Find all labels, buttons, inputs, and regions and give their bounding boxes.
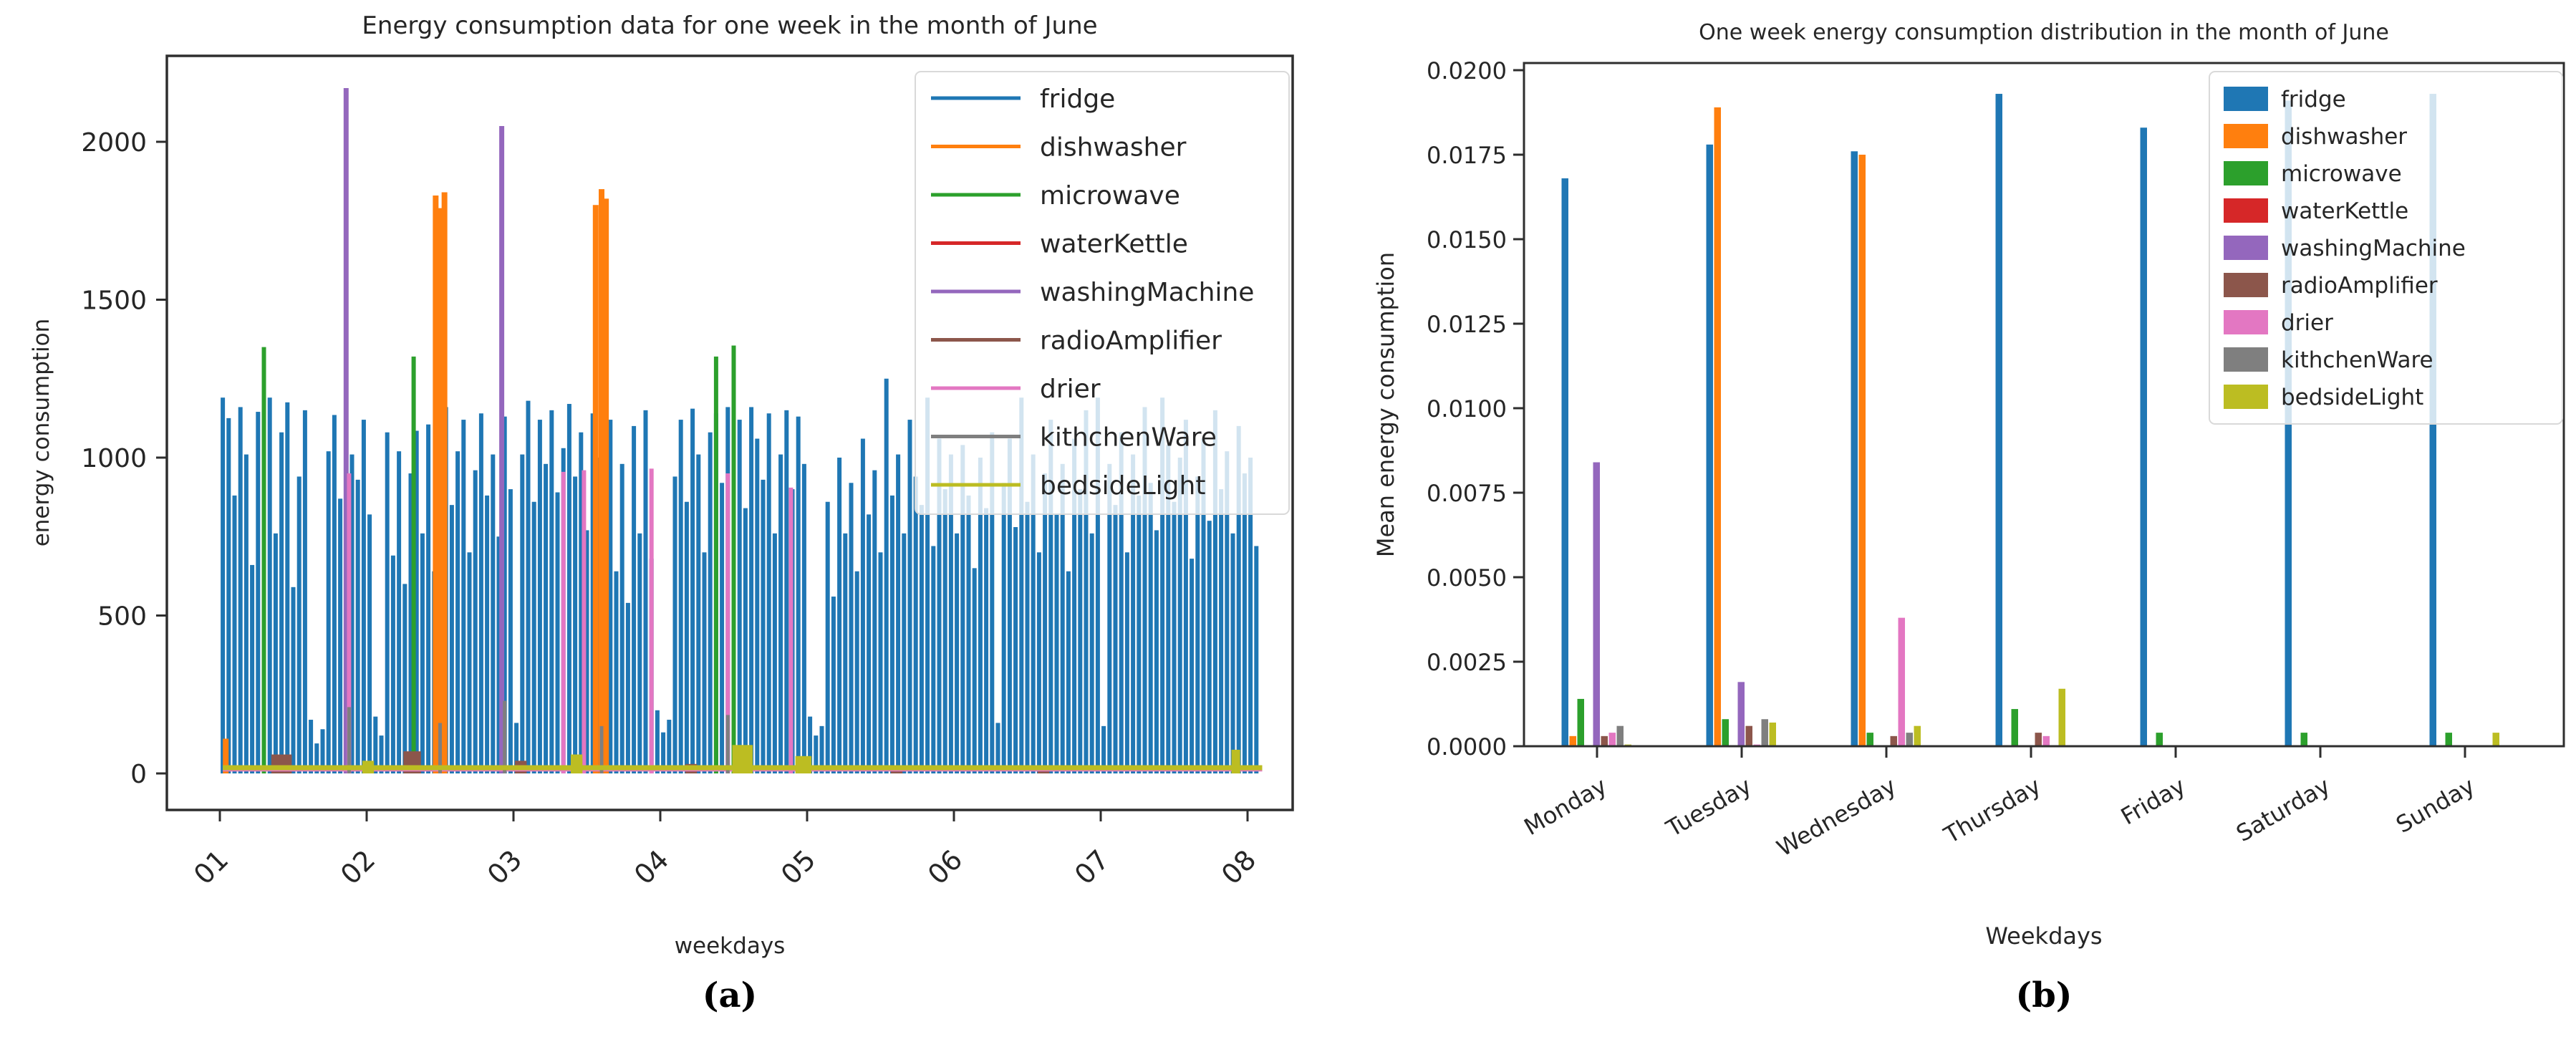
- legend-b-label: bedsideLight: [2281, 385, 2423, 410]
- x-tick-label-b: Wednesday: [1772, 772, 1901, 862]
- legend-b-color-patch: [2224, 124, 2268, 148]
- legend-b-color-patch: [2224, 273, 2268, 297]
- y-tick-label-b: 0.0075: [1427, 480, 1507, 507]
- caption-b: (b): [2015, 975, 2073, 1015]
- legend-a-label: fridge: [1040, 85, 1115, 114]
- right-chart-plot: 0.0000 0.0025 0.0050 0.0075 0.0100 0.0125 0.01…: [1427, 57, 2565, 862]
- y-tick-label-b: 0.0025: [1427, 649, 1507, 676]
- x-tick-label-b: Saturday: [2232, 772, 2335, 847]
- chart-b-xlabel: Weekdays: [1985, 922, 2103, 950]
- legend-b-label: radioAmplifier: [2281, 273, 2438, 299]
- legend-a-label: dishwasher: [1040, 133, 1187, 163]
- x-tick-label-a: 08: [1215, 844, 1262, 890]
- legend-b-color-patch: [2224, 310, 2268, 334]
- legend-b-color-patch: [2224, 347, 2268, 372]
- y-tick-label-b: 0.0200: [1427, 57, 1507, 85]
- y-tick-label-a: 1000: [81, 444, 147, 473]
- legend-b-label: kithchenWare: [2281, 347, 2433, 373]
- chart-a-xlabel: weekdays: [674, 933, 786, 959]
- x-tick-label-a: 03: [481, 844, 528, 890]
- legend-b-label: drier: [2281, 310, 2333, 336]
- caption-a: (a): [702, 975, 758, 1015]
- x-tick-label-b: Friday: [2116, 772, 2190, 830]
- y-tick-label-a: 1500: [81, 286, 147, 316]
- legend-a-label: washingMachine: [1040, 278, 1254, 307]
- y-tick-label-b: 0.0125: [1427, 311, 1507, 338]
- legend-b-label: waterKettle: [2281, 198, 2408, 224]
- left-chart-plot: 0 500 1000 1500 2000 01 02 03 04 05 06 07 08 fridge di…: [81, 54, 1294, 891]
- chart-b-title: One week energy consumption distribution…: [1699, 20, 2389, 45]
- legend-b: fridge dishwasher microwave waterKettle wash…: [2209, 71, 2563, 425]
- legend-a-label: radioAmplifier: [1040, 327, 1222, 356]
- legend-b-label: microwave: [2281, 161, 2402, 187]
- legend-a-label: kithchenWare: [1040, 423, 1217, 453]
- x-tick-label-b: Thursday: [1939, 772, 2045, 849]
- legend-a-label: microwave: [1040, 181, 1180, 211]
- legend-a-label: bedsideLight: [1040, 471, 1205, 501]
- y-tick-label-b: 0.0000: [1427, 733, 1507, 761]
- y-tick-label-b: 0.0050: [1427, 564, 1507, 592]
- x-tick-label-a: 02: [334, 844, 381, 890]
- legend-b-color-patch: [2224, 198, 2268, 223]
- x-tick-label-a: 04: [628, 844, 675, 890]
- x-tick-label-b: Monday: [1520, 772, 1611, 841]
- chart-a-series: [221, 88, 1263, 773]
- legend-b-label: dishwasher: [2281, 124, 2407, 150]
- x-tick-label-a: 06: [922, 844, 968, 890]
- legend-b-color-patch: [2224, 385, 2268, 409]
- y-tick-label-b: 0.0100: [1427, 395, 1507, 423]
- x-tick-label-a: 01: [188, 844, 234, 890]
- x-tick-label-b: Tuesday: [1661, 772, 1756, 843]
- legend-b-label: fridge: [2281, 87, 2346, 112]
- legend-b-color-patch: [2224, 87, 2268, 111]
- legend-a-label: waterKettle: [1040, 230, 1188, 259]
- chart-a-title: Energy consumption data for one week in …: [362, 11, 1098, 40]
- x-tick-label-a: 07: [1068, 844, 1115, 890]
- x-tick-label-b: Sunday: [2391, 772, 2479, 839]
- legend-b-label: washingMachine: [2281, 236, 2466, 261]
- legend-a-label: drier: [1040, 375, 1101, 404]
- y-tick-label-a: 2000: [81, 128, 147, 158]
- y-tick-label-a: 500: [97, 602, 147, 632]
- y-tick-label-b: 0.0150: [1427, 226, 1507, 254]
- y-tick-label-b: 0.0175: [1427, 142, 1507, 169]
- y-tick-label-a: 0: [130, 760, 147, 789]
- legend-b-color-patch: [2224, 161, 2268, 185]
- x-tick-label-a: 05: [775, 844, 821, 890]
- legend-b-color-patch: [2224, 236, 2268, 260]
- legend-a: fridge dishwasher microwave waterKettle wash…: [915, 71, 1290, 515]
